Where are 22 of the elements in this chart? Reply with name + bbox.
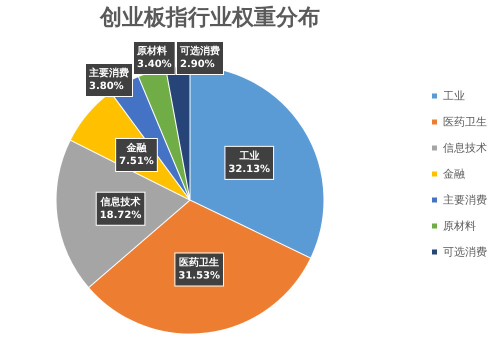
legend-label: 信息技术 bbox=[443, 142, 487, 154]
slice-label: 工业 bbox=[238, 150, 260, 162]
slice-label: 金融 bbox=[125, 142, 148, 154]
data-label: 18.72% bbox=[100, 210, 142, 221]
slice-label: 原材料 bbox=[136, 45, 167, 57]
chart-title: 创业板指行业权重分布 bbox=[99, 6, 320, 30]
slice-label: 医药卫生 bbox=[179, 256, 220, 268]
data-label: 3.40% bbox=[137, 59, 172, 70]
data-label: 7.51% bbox=[119, 156, 154, 167]
data-label: 2.90% bbox=[180, 59, 215, 70]
slice-label: 信息技术 bbox=[100, 196, 142, 208]
slice-label: 主要消费 bbox=[88, 67, 129, 79]
legend-label: 医药卫生 bbox=[443, 116, 487, 128]
slice-label: 可选消费 bbox=[179, 45, 220, 57]
legend-label: 工业 bbox=[443, 90, 465, 102]
data-label: 3.80% bbox=[89, 81, 124, 92]
legend-label: 金融 bbox=[443, 168, 465, 180]
legend-label: 可选消费 bbox=[443, 246, 487, 258]
legend-label: 原材料 bbox=[443, 220, 476, 232]
data-label: 31.53% bbox=[178, 270, 220, 282]
legend-label: 主要消费 bbox=[443, 194, 487, 206]
data-label: 32.13% bbox=[228, 164, 270, 175]
